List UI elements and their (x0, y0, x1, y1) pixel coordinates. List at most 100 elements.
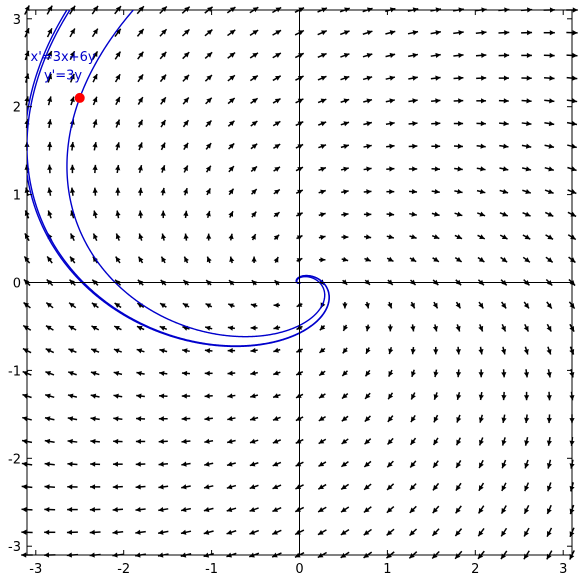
field-arrow (137, 187, 144, 196)
field-arrow (205, 210, 211, 219)
field-arrow (569, 346, 575, 355)
field-arrow (498, 7, 510, 13)
field-arrow (47, 210, 53, 219)
field-arrow (157, 552, 169, 558)
field-arrow (44, 461, 55, 467)
field-arrow (544, 166, 555, 172)
field-arrow (90, 438, 100, 445)
field-arrow (114, 28, 122, 38)
field-arrow (340, 143, 350, 149)
field-arrow (500, 301, 507, 309)
field-arrow (386, 437, 394, 446)
field-arrow (475, 30, 487, 36)
field-arrow (114, 51, 122, 60)
field-arrow (24, 27, 30, 38)
field-arrow (520, 7, 533, 13)
field-arrow (203, 484, 214, 490)
field-arrow (319, 347, 326, 354)
field-arrow (522, 189, 532, 194)
field-arrow (455, 369, 462, 378)
field-arrow (228, 188, 235, 196)
field-arrow (476, 166, 486, 172)
field-arrow (228, 233, 234, 241)
field-arrow (229, 256, 235, 264)
field-arrow (226, 484, 237, 490)
field-arrow (409, 505, 417, 514)
field-arrow (135, 529, 146, 535)
field-arrow (453, 143, 463, 149)
field-arrow (386, 505, 395, 514)
field-arrow (226, 6, 236, 14)
field-arrow (546, 459, 552, 469)
field-arrow (205, 119, 213, 128)
field-arrow (454, 528, 463, 537)
field-arrow (318, 257, 326, 263)
field-arrow (273, 143, 281, 150)
field-arrow (273, 211, 280, 218)
field-arrow (46, 256, 53, 264)
field-arrow (456, 392, 462, 401)
field-arrow (158, 507, 169, 513)
field-arrow (339, 7, 350, 13)
field-arrow (112, 484, 123, 490)
field-arrow (273, 370, 281, 376)
field-arrow (567, 189, 577, 195)
field-arrow (67, 371, 77, 376)
y-tick-label: -3 (8, 540, 21, 555)
field-arrow (24, 96, 30, 106)
field-arrow (476, 143, 486, 149)
field-arrow (272, 461, 282, 467)
field-arrow (112, 552, 124, 558)
field-arrow (453, 30, 464, 36)
field-arrow (431, 234, 440, 240)
field-arrow (135, 461, 146, 467)
field-arrow (455, 324, 461, 332)
field-arrow (180, 507, 191, 513)
field-arrow (204, 393, 213, 399)
field-arrow (69, 96, 75, 106)
field-arrow (249, 416, 259, 422)
field-arrow (544, 143, 555, 149)
field-arrow (181, 416, 191, 422)
field-arrow (569, 504, 575, 515)
field-arrow (204, 325, 213, 331)
field-arrow (522, 256, 531, 263)
x-tick-label: -3 (29, 562, 42, 577)
field-arrow (227, 51, 236, 59)
field-arrow (159, 5, 168, 15)
field-arrow (318, 144, 327, 150)
field-arrow (408, 121, 418, 127)
field-arrow (340, 551, 350, 559)
field-arrow (410, 369, 416, 378)
field-arrow (112, 529, 124, 535)
field-arrow (340, 529, 350, 536)
field-arrow (204, 348, 213, 354)
field-arrow (452, 7, 464, 13)
field-arrow (250, 303, 258, 309)
field-arrow (47, 119, 53, 129)
field-arrow (410, 346, 416, 355)
field-arrow (567, 211, 577, 218)
field-arrow (478, 391, 484, 401)
field-arrow (21, 506, 33, 513)
field-arrow (272, 484, 282, 490)
field-arrow (363, 460, 372, 468)
field-arrow (408, 551, 418, 559)
field-arrow (522, 234, 531, 240)
field-arrow (204, 438, 214, 444)
ticks: -3 -2 -1 0 1 2 3 -3 -2 -1 0 1 2 3 (8, 10, 572, 577)
field-arrow (47, 141, 53, 151)
field-arrow (433, 346, 439, 355)
field-arrow (363, 211, 372, 217)
field-arrow (523, 301, 530, 309)
field-arrow (544, 98, 555, 104)
field-arrow (181, 28, 190, 37)
field-arrow (227, 370, 236, 376)
field-arrow (363, 98, 373, 104)
field-arrow (24, 233, 30, 242)
field-arrow (273, 188, 281, 195)
field-arrow (183, 187, 189, 196)
field-arrow (159, 348, 168, 354)
field-arrow (478, 369, 484, 378)
field-arrow (500, 256, 508, 263)
